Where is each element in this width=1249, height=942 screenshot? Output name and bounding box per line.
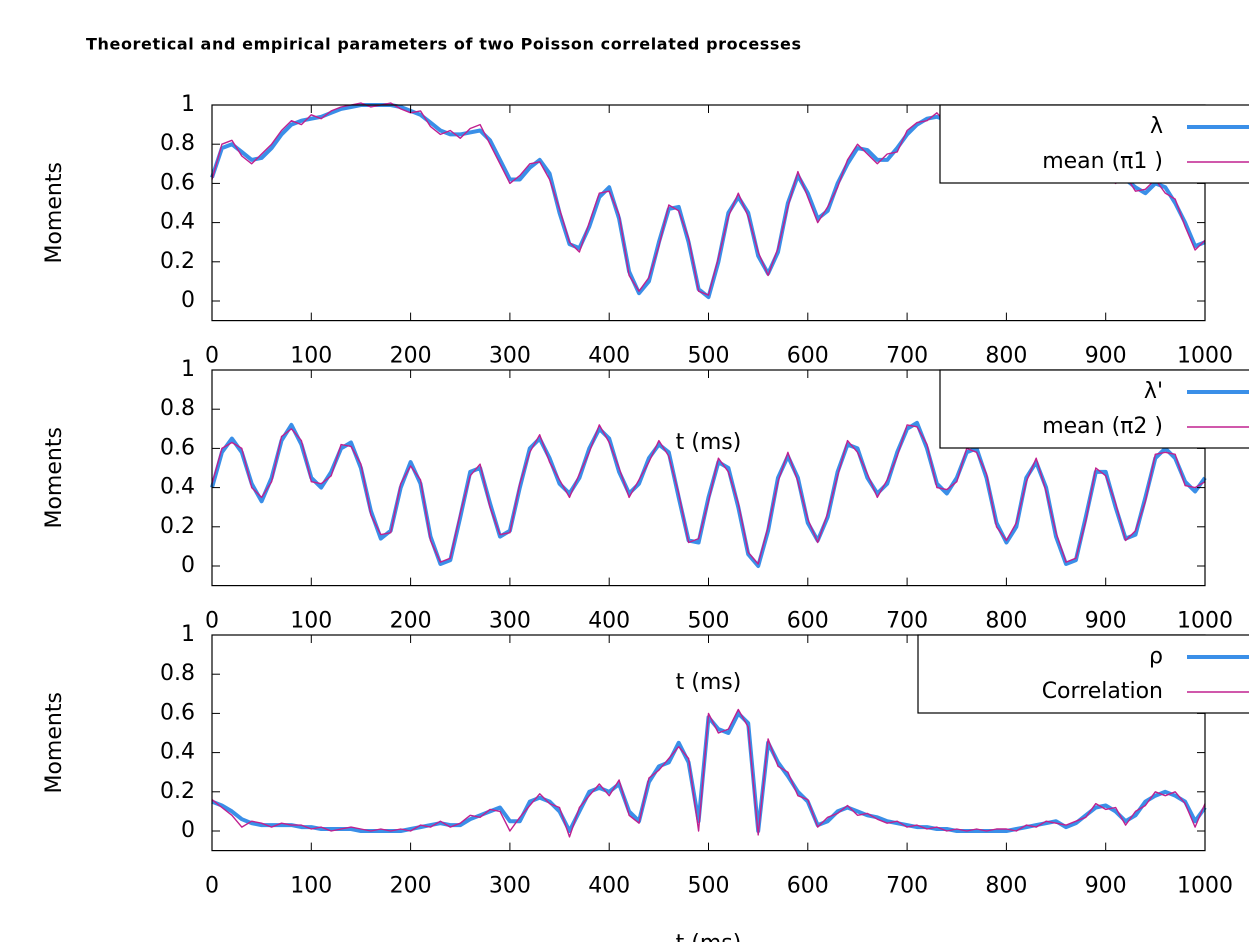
y-axis-label: Moments	[42, 692, 67, 793]
y-tick-label: 0.6	[160, 170, 195, 195]
y-tick-label: 1	[181, 357, 195, 382]
legend-label: mean (π1 )	[1042, 149, 1163, 174]
legend-label: mean (π2 )	[1042, 414, 1163, 439]
y-tick-label: 0.2	[160, 514, 195, 539]
x-tick-label: 600	[787, 874, 829, 899]
x-tick-label: 1000	[1177, 874, 1233, 899]
x-axis-label: t (ms)	[676, 931, 742, 942]
data-line	[211, 708, 1206, 838]
y-tick-label: 0.4	[160, 740, 195, 765]
y-tick-label: 0	[181, 553, 195, 578]
subplot: Moments 0 0.2 0.4 0.6 0.8 1 0 100 200 300 400 500 600…	[42, 622, 1249, 942]
x-tick-label: 100	[290, 874, 332, 899]
legend-box	[939, 104, 1249, 184]
y-tick-label: 0.8	[160, 661, 195, 686]
y-tick-label: 0.6	[160, 700, 195, 725]
x-tick-label: 400	[588, 344, 630, 369]
x-tick-label: 400	[588, 609, 630, 634]
x-tick-label: 900	[1085, 344, 1127, 369]
x-tick-label: 500	[688, 874, 730, 899]
x-tick-label: 0	[205, 874, 219, 899]
x-tick-label: 700	[886, 344, 928, 369]
x-tick-label: 0	[205, 344, 219, 369]
x-tick-label: 500	[688, 344, 730, 369]
legend-box	[917, 634, 1249, 714]
x-tick-label: 800	[985, 874, 1027, 899]
x-tick-label: 400	[588, 874, 630, 899]
y-tick-label: 1	[181, 622, 195, 647]
x-tick-label: 0	[205, 609, 219, 634]
y-tick-label: 0	[181, 818, 195, 843]
x-tick-label: 300	[489, 344, 531, 369]
x-tick-label: 900	[1085, 874, 1127, 899]
x-tick-label: 600	[787, 609, 829, 634]
data-line	[211, 424, 1206, 565]
x-tick-label: 300	[489, 874, 531, 899]
x-tick-label: 800	[985, 344, 1027, 369]
legend-label: λ'	[1144, 379, 1163, 404]
x-axis-label: t (ms)	[676, 670, 742, 695]
x-tick-label: 500	[688, 609, 730, 634]
x-tick-label: 700	[886, 874, 928, 899]
x-tick-label: 300	[489, 609, 531, 634]
y-tick-label: 0.2	[160, 249, 195, 274]
y-tick-label: 0	[181, 288, 195, 313]
legend-box	[939, 369, 1249, 449]
x-tick-label: 200	[390, 874, 432, 899]
x-tick-label: 600	[787, 344, 829, 369]
chart-title: Theoretical and empirical parameters of …	[86, 35, 802, 54]
y-tick-label: 0.4	[160, 210, 195, 235]
x-tick-label: 1000	[1177, 344, 1233, 369]
y-axis-label: Moments	[42, 427, 67, 528]
y-tick-label: 1	[181, 92, 195, 117]
legend-label: λ	[1150, 114, 1163, 139]
x-axis-label: t (ms)	[676, 430, 742, 455]
x-tick-label: 200	[390, 344, 432, 369]
y-tick-label: 0.6	[160, 435, 195, 460]
legend-label: Correlation	[1042, 679, 1163, 704]
x-tick-label: 700	[886, 609, 928, 634]
x-tick-label: 200	[390, 609, 432, 634]
x-tick-label: 900	[1085, 609, 1127, 634]
y-tick-label: 0.8	[160, 396, 195, 421]
legend-label: ρ	[1149, 644, 1163, 669]
x-tick-label: 100	[290, 344, 332, 369]
y-tick-label: 0.4	[160, 475, 195, 500]
x-tick-label: 800	[985, 609, 1027, 634]
y-tick-label: 0.2	[160, 779, 195, 804]
x-tick-label: 1000	[1177, 609, 1233, 634]
x-tick-label: 100	[290, 609, 332, 634]
y-tick-label: 0.8	[160, 131, 195, 156]
y-axis-label: Moments	[42, 162, 67, 263]
